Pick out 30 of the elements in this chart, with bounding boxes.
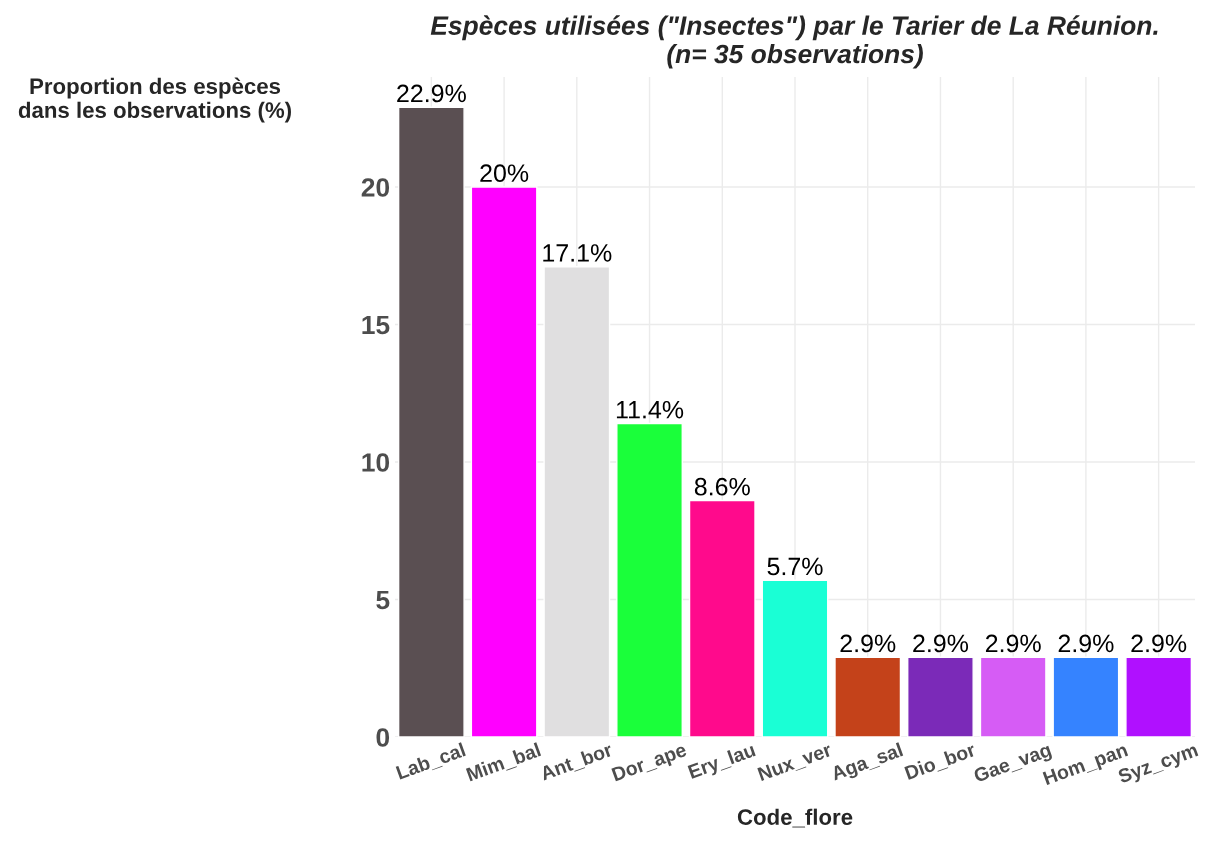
data-label: 8.6% [694,477,750,496]
bar [688,499,756,737]
y-tick-label: 5 [376,590,390,610]
x-tick-label: Ery_lau [687,742,758,783]
bar [761,579,829,737]
bar [907,656,974,737]
y-tick-label: 0 [376,728,390,747]
y-tick-label: 20 [361,178,390,197]
data-label: 2.9% [985,634,1041,653]
data-label: 17.1% [543,244,612,262]
data-label: 5.7% [767,557,823,576]
y-axis-title: Proportion des espèces dans les observations (%) [18,77,291,123]
data-label: 2.9% [1131,634,1187,653]
data-label: 2.9% [913,634,969,653]
bar [397,106,465,737]
bar [1125,656,1193,737]
x-axis-title: Code_flore [737,808,853,828]
data-label: 22.9% [397,84,466,103]
chart-title: Espèces utilisées ("Insectes") par le Tarier de La Réunion. (n= 35 observations) [430,15,1158,69]
bar [834,656,902,737]
bar [470,186,538,737]
data-label: 2.9% [840,634,896,653]
data-label: 11.4% [616,400,684,419]
data-label: 2.9% [1058,634,1114,653]
bar [616,422,683,737]
data-label: 20% [480,164,529,183]
bar [1052,656,1120,737]
y-tick-label: 15 [362,315,390,335]
y-tick-label: 10 [362,453,390,472]
bar [979,656,1047,737]
